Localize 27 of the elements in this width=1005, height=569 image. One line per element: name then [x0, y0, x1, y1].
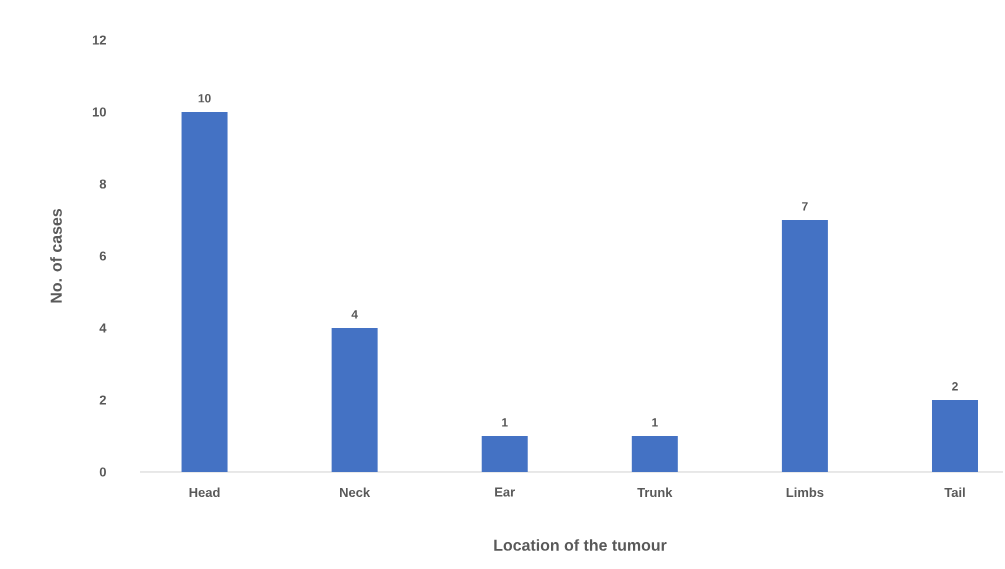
x-tick-label: Neck: [340, 487, 371, 498]
y-tick-label: 10: [92, 107, 106, 117]
x-tick-label: Trunk: [637, 487, 673, 498]
data-label: 10: [198, 94, 211, 103]
y-tick-label: 2: [99, 395, 106, 405]
y-tick-label: 12: [92, 35, 106, 45]
data-label: 1: [502, 418, 508, 427]
bar: [331, 327, 378, 472]
x-tick-label: Ear: [495, 487, 515, 497]
x-tick-label: Tail: [944, 487, 965, 498]
data-label: 4: [351, 310, 358, 319]
bar: [631, 435, 678, 472]
bar: [181, 111, 228, 472]
x-axis-title: Location of the tumour: [494, 539, 667, 551]
data-label: 1: [652, 418, 658, 427]
x-tick-label: Head: [189, 487, 220, 498]
bar: [781, 219, 828, 472]
y-axis-title: No. of cases: [50, 208, 62, 303]
y-tick-label: 6: [99, 251, 107, 261]
data-label: 2: [952, 382, 958, 391]
y-tick-label: 4: [99, 323, 107, 333]
y-tick-label: 0: [99, 467, 106, 477]
bar: [931, 399, 978, 472]
x-tick-label: Limbs: [786, 487, 824, 498]
data-label: 7: [802, 202, 808, 211]
bar: [481, 435, 528, 472]
y-tick-label: 8: [99, 179, 107, 189]
